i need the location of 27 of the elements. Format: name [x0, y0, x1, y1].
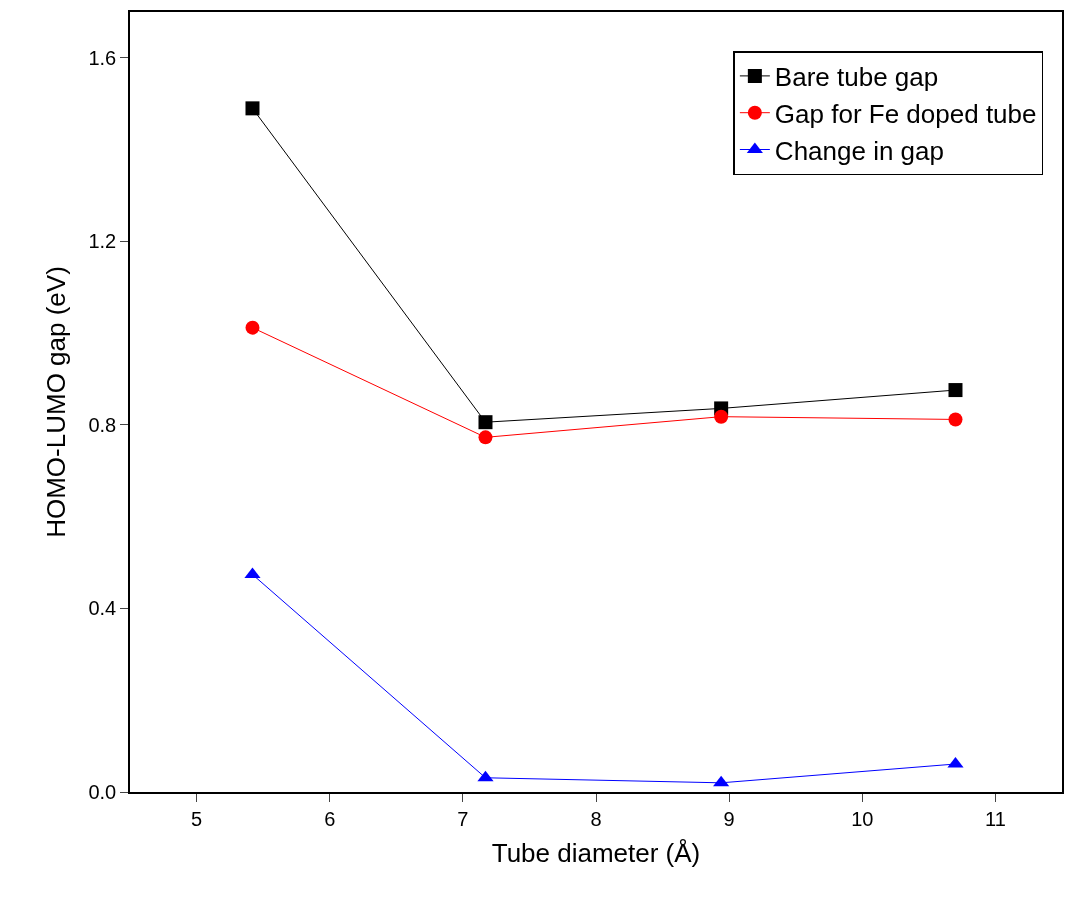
x-tick-label: 6 [324, 807, 336, 830]
point [244, 567, 261, 579]
x-tick-label: 5 [191, 807, 203, 830]
point [478, 415, 493, 430]
y-tick-label: 1.6 [88, 46, 117, 69]
legend-label: Bare tube gap [774, 62, 939, 93]
y-tick-label: 0.0 [88, 781, 117, 803]
point [948, 383, 963, 398]
legend-label: Change in gap [774, 135, 944, 166]
x-tick-label: 11 [985, 807, 1006, 830]
point [713, 775, 730, 787]
y-axis-title: HOMO-LUMO gap (eV) [41, 266, 72, 538]
x-tick-label: 9 [723, 807, 735, 830]
point [245, 320, 260, 335]
y-tick-label: 1.2 [88, 230, 117, 253]
x-tick-label: 8 [590, 807, 602, 830]
legend-label: Gap for Fe doped tube [774, 98, 1037, 129]
point [478, 430, 493, 445]
y-tick-label: 0.8 [88, 413, 117, 436]
x-tick-label: 7 [457, 807, 469, 830]
point [948, 412, 963, 427]
x-axis-title: Tube diameter (Å) [491, 837, 701, 868]
point [477, 770, 494, 782]
y-tick-label: 0.4 [88, 597, 117, 620]
point [714, 409, 729, 424]
point [245, 101, 260, 116]
x-tick-label: 10 [851, 807, 874, 830]
